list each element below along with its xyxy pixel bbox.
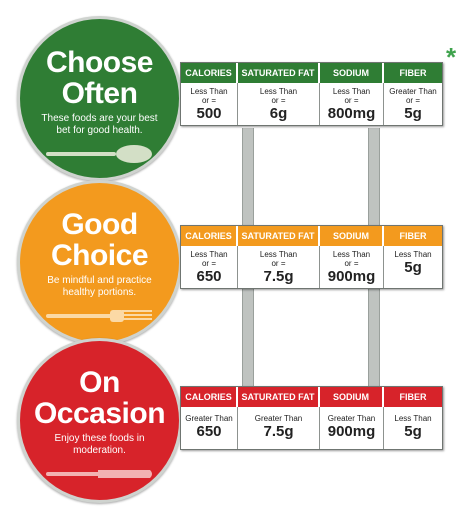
- panel-header: CALORIES SATURATED FAT SODIUM FIBER: [181, 226, 442, 246]
- tier-title-line2: Choice: [50, 239, 149, 272]
- tier-title-line2: Often: [61, 77, 138, 110]
- sodium-cell: Less Than or = 800mg: [320, 83, 384, 125]
- spoon-icon: [46, 145, 152, 163]
- saturated-fat-header: SATURATED FAT: [238, 387, 320, 407]
- cell-operator: or =: [405, 96, 420, 105]
- panel-header: CALORIES SATURATED FAT SODIUM FIBER: [181, 387, 442, 407]
- cell-prefix: Less Than: [332, 250, 371, 259]
- cell-amount: 6g: [269, 105, 288, 122]
- calories-cell: Less Than or = 650: [181, 246, 238, 288]
- tier-subtitle: Enjoy these foods in moderation.: [54, 433, 145, 456]
- panel-values: Less Than or = 500 Less Than or = 6g Les…: [181, 83, 442, 125]
- tier-title-line1: Choose: [45, 46, 154, 79]
- cell-amount: 7.5g: [263, 268, 294, 285]
- tier-subtitle: These foods are your best bet for good h…: [41, 113, 158, 136]
- knife-icon: [46, 470, 152, 478]
- cell-amount: 7.5g: [263, 423, 294, 440]
- saturated-fat-cell: Less Than or = 6g: [238, 83, 320, 125]
- cell-operator: or =: [201, 96, 216, 105]
- saturated-fat-cell: Less Than or = 7.5g: [238, 246, 320, 288]
- cell-prefix: Less Than: [190, 250, 228, 259]
- cell-amount: 650: [196, 423, 222, 440]
- cell-operator: or =: [271, 96, 286, 105]
- tier-subtitle: Be mindful and practice healthy portions…: [47, 275, 152, 298]
- calories-header: CALORIES: [181, 226, 238, 246]
- cell-operator: or =: [344, 259, 359, 268]
- tier-title: On Occasion: [20, 367, 179, 429]
- sodium-header: SODIUM: [320, 226, 384, 246]
- choose-often-circle: Choose Often These foods are your best b…: [17, 16, 182, 181]
- cell-prefix: Greater Than: [185, 414, 233, 423]
- tier-title-line2: Occasion: [33, 397, 166, 430]
- cell-prefix: Greater Than: [327, 414, 376, 423]
- cell-operator: or =: [344, 96, 359, 105]
- panel-header: CALORIES SATURATED FAT SODIUM FIBER: [181, 63, 442, 83]
- fiber-header: FIBER: [384, 226, 442, 246]
- calories-header: CALORIES: [181, 387, 238, 407]
- saturated-fat-header: SATURATED FAT: [238, 63, 320, 83]
- good-choice-panel: CALORIES SATURATED FAT SODIUM FIBER Less…: [180, 225, 443, 289]
- fiber-header: FIBER: [384, 387, 442, 407]
- cell-operator: or =: [201, 259, 216, 268]
- sodium-header: SODIUM: [320, 387, 384, 407]
- tier-title-line1: Good: [61, 208, 138, 241]
- tier-title-line1: On: [79, 366, 120, 399]
- cell-amount: 500: [196, 105, 222, 122]
- saturated-fat-header: SATURATED FAT: [238, 226, 320, 246]
- on-occasion-circle: On Occasion Enjoy these foods in moderat…: [17, 338, 182, 503]
- calories-cell: Less Than or = 500: [181, 83, 238, 125]
- cell-prefix: Less Than: [394, 250, 432, 259]
- cell-prefix: Less Than: [394, 414, 432, 423]
- choose-often-panel: CALORIES SATURATED FAT SODIUM FIBER Less…: [180, 62, 443, 126]
- fiber-cell: Less Than 5g: [384, 407, 442, 449]
- cell-operator: or =: [271, 259, 286, 268]
- fiber-cell: Less Than 5g: [384, 246, 442, 288]
- cell-amount: 5g: [404, 423, 422, 440]
- tier-title: Choose Often: [20, 47, 179, 109]
- fiber-header: FIBER: [384, 63, 442, 83]
- cell-prefix: Less Than: [190, 87, 228, 96]
- cell-amount: 900mg: [327, 423, 376, 440]
- panel-values: Greater Than 650 Greater Than 7.5g Great…: [181, 407, 442, 449]
- on-occasion-panel: CALORIES SATURATED FAT SODIUM FIBER Grea…: [180, 386, 443, 450]
- saturated-fat-cell: Greater Than 7.5g: [238, 407, 320, 449]
- cell-prefix: Less Than: [259, 250, 298, 259]
- sodium-cell: Less Than or = 900mg: [320, 246, 384, 288]
- tier-title: Good Choice: [20, 209, 179, 271]
- sodium-cell: Greater Than 900mg: [320, 407, 384, 449]
- cell-amount: 650: [196, 268, 222, 285]
- cell-prefix: Less Than: [332, 87, 371, 96]
- fork-icon: [46, 310, 152, 322]
- calories-cell: Greater Than 650: [181, 407, 238, 449]
- asterisk-note-mark: *: [446, 42, 457, 72]
- cell-amount: 800mg: [327, 105, 376, 122]
- cell-amount: 900mg: [327, 268, 376, 285]
- calories-header: CALORIES: [181, 63, 238, 83]
- cell-prefix: Greater Than: [254, 414, 303, 423]
- cell-amount: 5g: [404, 105, 422, 122]
- sodium-header: SODIUM: [320, 63, 384, 83]
- cell-prefix: Less Than: [259, 87, 298, 96]
- good-choice-circle: Good Choice Be mindful and practice heal…: [17, 180, 182, 345]
- cell-amount: 5g: [404, 259, 422, 276]
- panel-values: Less Than or = 650 Less Than or = 7.5g L…: [181, 246, 442, 288]
- fiber-cell: Greater Than or = 5g: [384, 83, 442, 125]
- cell-prefix: Greater Than: [389, 87, 437, 96]
